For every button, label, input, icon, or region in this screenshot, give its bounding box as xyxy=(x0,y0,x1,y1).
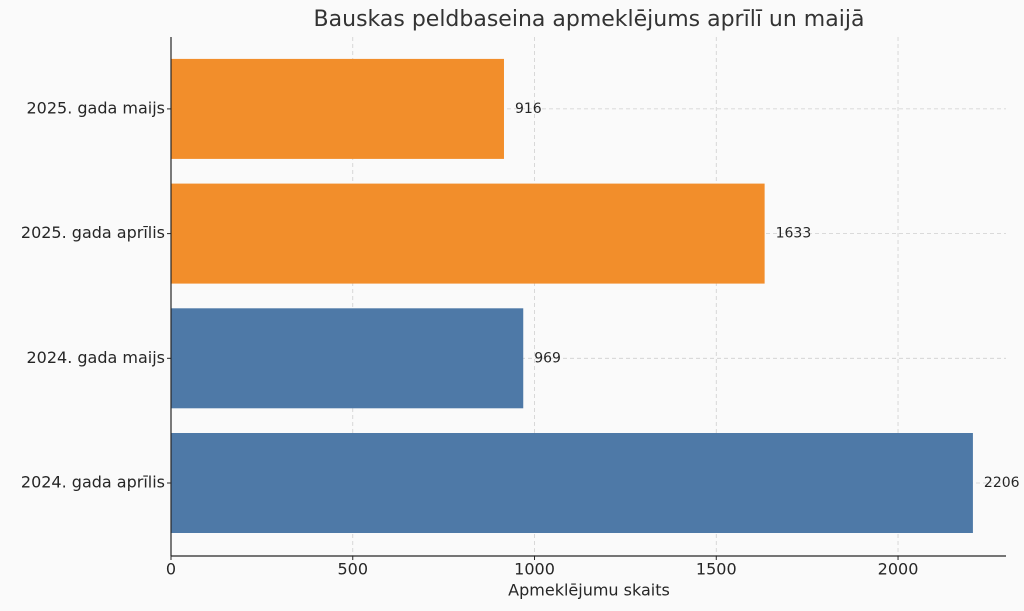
x-axis-label: Apmeklējumu skaits xyxy=(508,581,670,600)
x-tick-label: 500 xyxy=(337,560,368,579)
value-label: 969 xyxy=(534,350,561,366)
bar xyxy=(171,308,524,409)
y-tick-label: 2025. gada maijs xyxy=(26,98,165,117)
x-tick-label: 1500 xyxy=(696,560,737,579)
chart-title: Bauskas peldbaseina apmeklējums aprīlī u… xyxy=(314,7,865,32)
y-tick-label: 2024. gada maijs xyxy=(26,348,165,367)
value-label: 916 xyxy=(515,101,542,117)
bar xyxy=(171,183,765,284)
value-label: 2206 xyxy=(984,475,1020,491)
bar xyxy=(171,58,504,159)
bar xyxy=(171,433,973,533)
x-tick-label: 0 xyxy=(166,560,176,579)
y-tick-label: 2024. gada aprīlis xyxy=(21,473,165,492)
x-tick-label: 1000 xyxy=(514,560,555,579)
y-tick-label: 2025. gada aprīlis xyxy=(21,223,165,242)
value-label: 1633 xyxy=(776,226,812,242)
x-tick-label: 2000 xyxy=(878,560,919,579)
